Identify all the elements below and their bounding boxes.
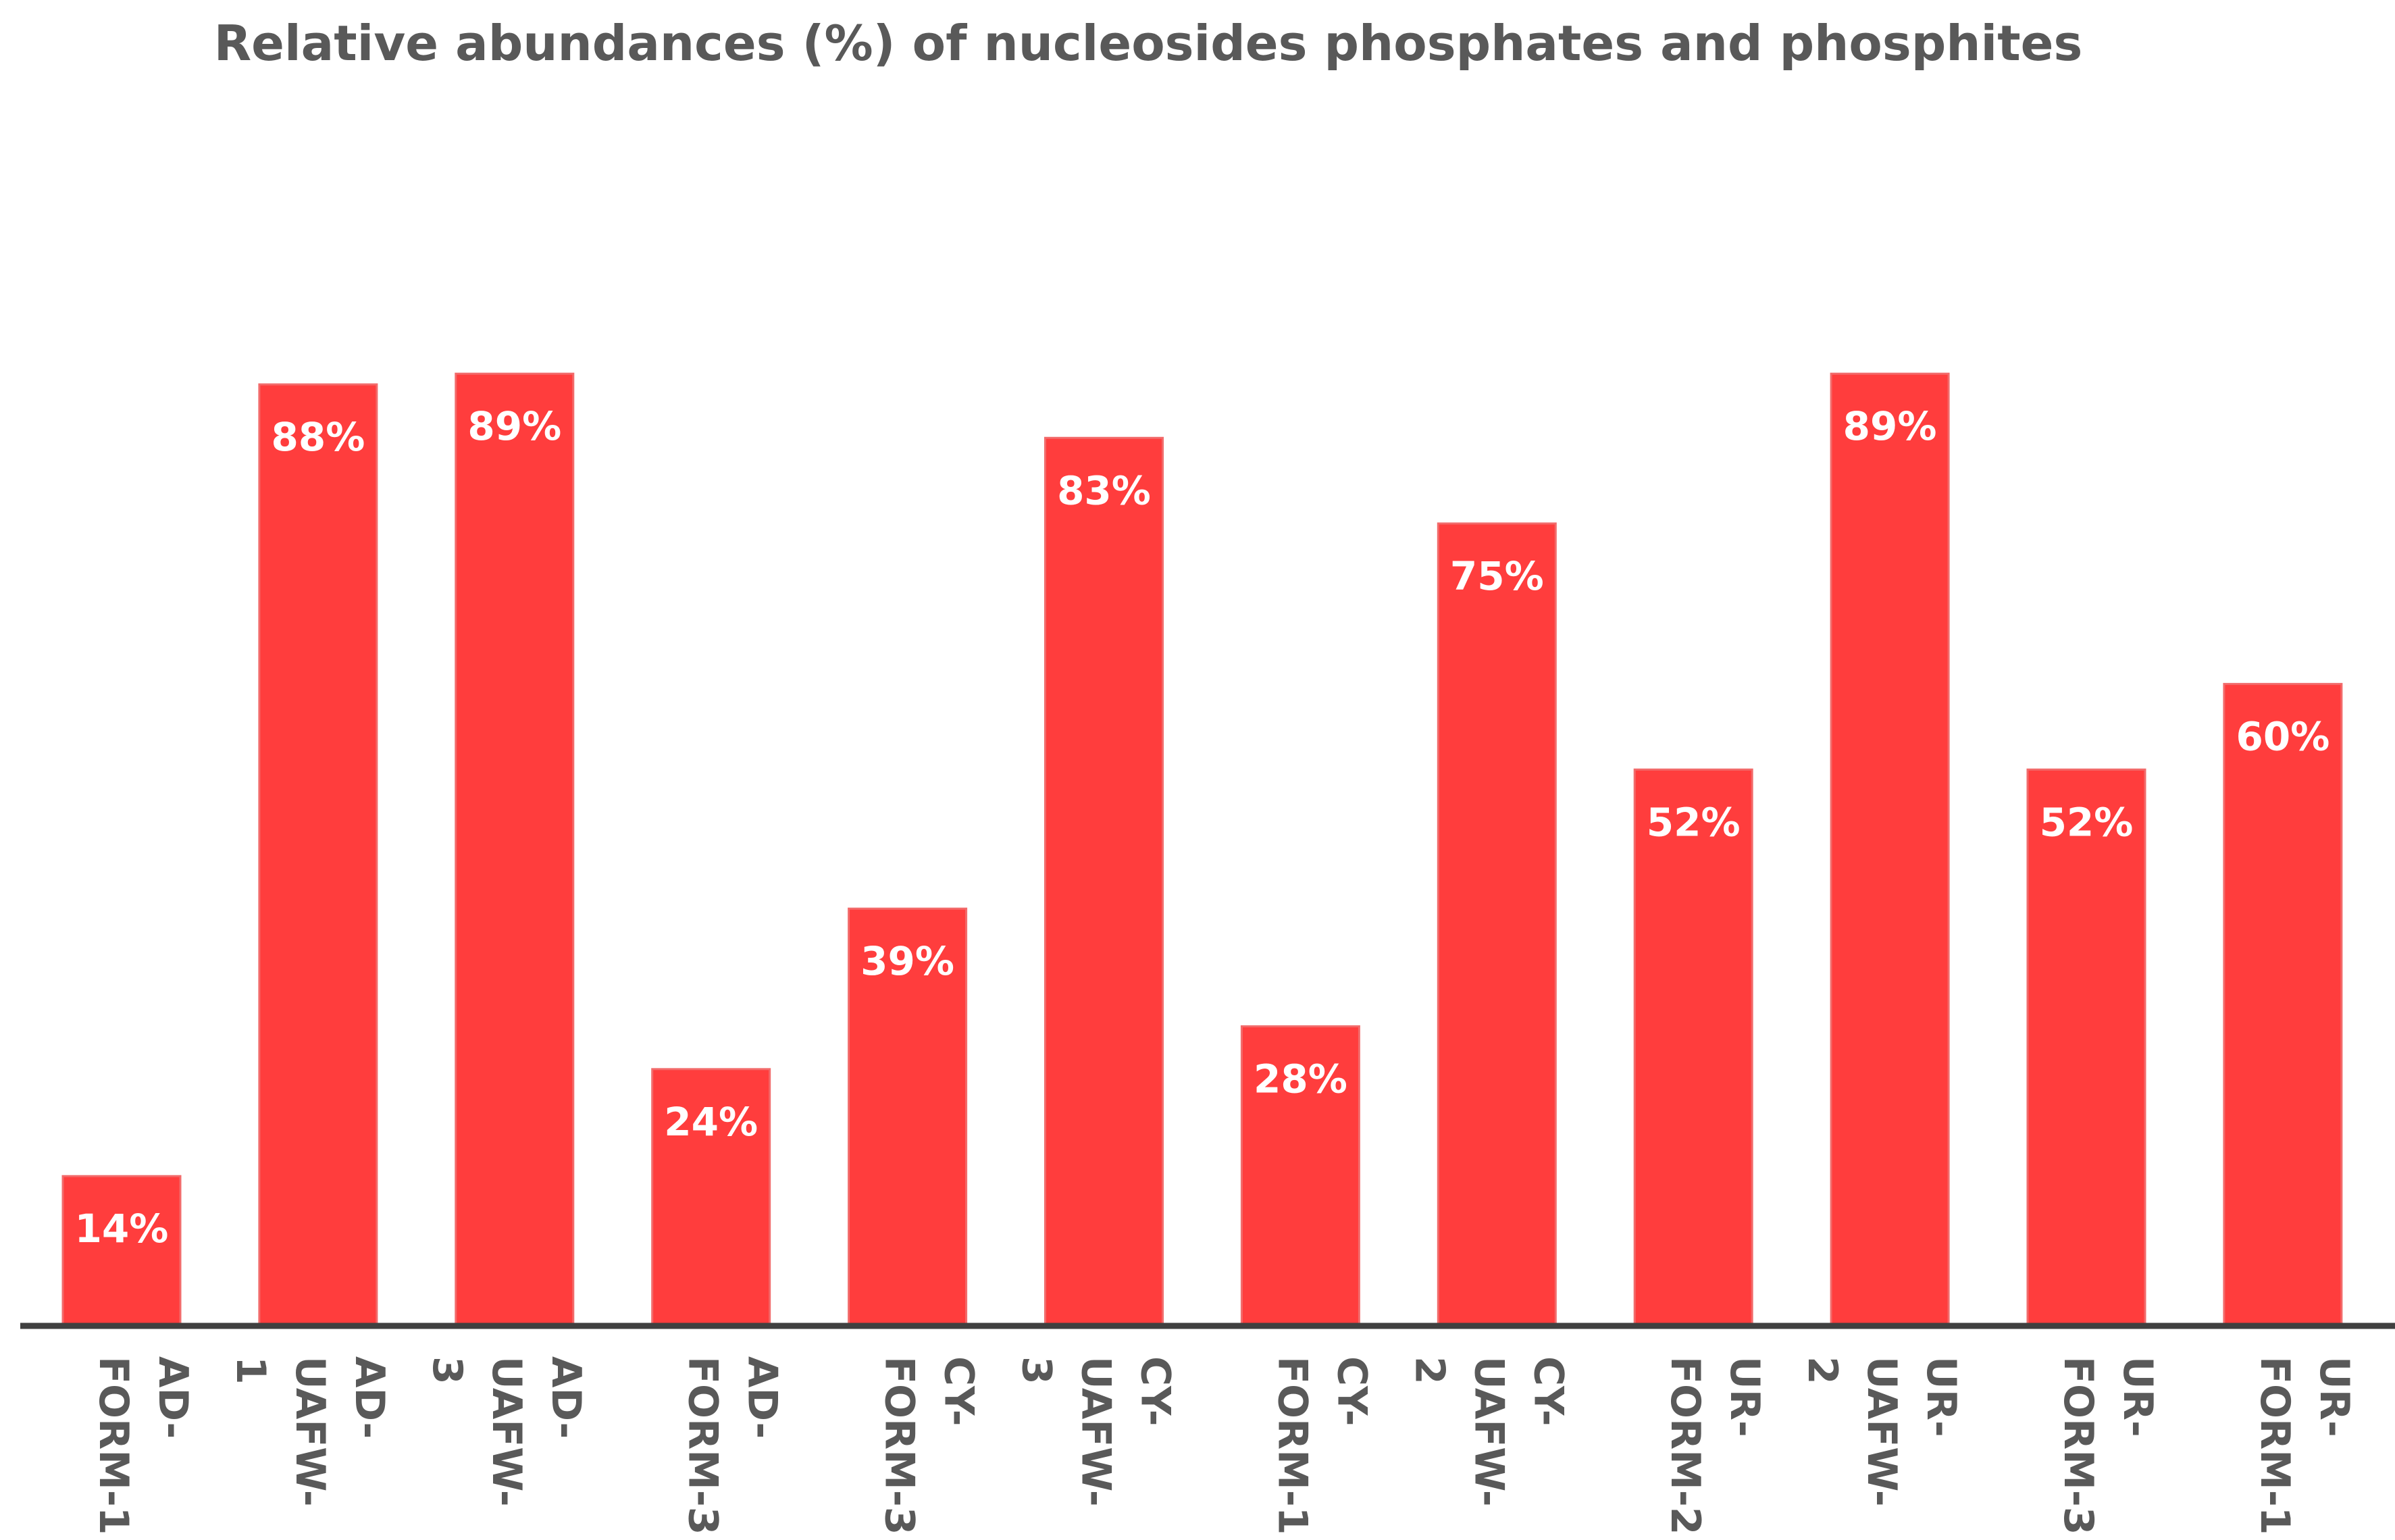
tick-label: CY- UAFW- 2	[1406, 1356, 1572, 1507]
bar-ad-form-3	[651, 1068, 771, 1327]
tick-label: AD- FORM-1	[90, 1356, 197, 1535]
tick-label: UR- FORM-3	[2055, 1356, 2161, 1535]
tick-label-line: UR-	[1721, 1356, 1768, 1437]
tick-label-line: AD-	[149, 1356, 197, 1439]
tick-label-line: CY-	[1524, 1356, 1572, 1427]
tick-label-line: UAFW-	[286, 1356, 334, 1507]
tick-label-line: UAFW-	[1858, 1356, 1905, 1507]
bar-ad-uafw-1	[258, 383, 378, 1327]
tick-label-line: UAFW-	[1465, 1356, 1512, 1507]
data-label: 60%	[2236, 714, 2329, 760]
tick-label: AD- UAFW- 3	[423, 1356, 590, 1507]
tick-label-line: AD-	[542, 1356, 590, 1439]
tick-label-line: 2	[1406, 1356, 1453, 1385]
tick-label: AD- UAFW- 1	[227, 1356, 393, 1507]
data-label: 52%	[2040, 799, 2134, 845]
tick-label-line: 1	[227, 1356, 274, 1385]
data-label: 14%	[75, 1206, 169, 1252]
tick-label: UR- FORM-2	[1662, 1356, 1768, 1535]
tick-label: CY- UAFW- 3	[1013, 1356, 1179, 1507]
bar-cy-uafw-2	[1437, 522, 1557, 1327]
bar-cy-uafw-3	[1044, 436, 1164, 1327]
tick-label-line: CY-	[1132, 1356, 1179, 1427]
tick-label-line: UAFW-	[1073, 1356, 1120, 1507]
bar-ur-form-3	[2026, 768, 2146, 1327]
tick-label-line: FORM-2	[1662, 1356, 1709, 1535]
tick-label-line: FORM-3	[876, 1356, 923, 1535]
tick-label-line: 3	[423, 1356, 471, 1385]
data-label: 89%	[1843, 403, 1937, 449]
data-label: 89%	[467, 403, 561, 449]
tick-label-line: AD-	[346, 1356, 393, 1439]
tick-label: UR- FORM-1	[2251, 1356, 2358, 1535]
data-label: 83%	[1057, 467, 1151, 513]
bar-ur-form-2	[1633, 768, 1753, 1327]
tick-label: CY- FORM-3	[876, 1356, 983, 1535]
tick-label-line: FORM-1	[90, 1356, 137, 1535]
tick-label-line: FORM-3	[679, 1356, 727, 1535]
data-label: 52%	[1647, 799, 1741, 845]
bar-ur-form-1	[2223, 683, 2343, 1327]
data-label: 88%	[271, 414, 365, 460]
tick-label-line: UR-	[2311, 1356, 2358, 1437]
data-label: 75%	[1450, 553, 1544, 599]
tick-label: AD- FORM-3	[679, 1356, 786, 1535]
tick-label-line: CY-	[1328, 1356, 1375, 1427]
tick-label-line: FORM-1	[1268, 1356, 1316, 1535]
bar-ad-uafw-3	[455, 372, 575, 1327]
data-label: 39%	[860, 938, 954, 984]
tick-label-line: AD-	[739, 1356, 786, 1439]
chart-title: Relative abundances (%) of nucleosides p…	[213, 15, 2083, 72]
bar-cy-form-3	[848, 907, 968, 1327]
tick-label: CY- FORM-1	[1268, 1356, 1375, 1535]
bar-ur-uafw-2	[1830, 372, 1950, 1327]
tick-label-line: UAFW-	[483, 1356, 530, 1507]
data-label: 28%	[1254, 1056, 1347, 1102]
tick-label-line: UR-	[2114, 1356, 2161, 1437]
tick-label-line: CY-	[935, 1356, 983, 1427]
bar-ad-form-1	[61, 1175, 182, 1327]
tick-label-line: FORM-3	[2055, 1356, 2102, 1535]
tick-label-line: FORM-1	[2251, 1356, 2298, 1535]
tick-label: UR- UAFW- 2	[1799, 1356, 1965, 1507]
tick-label-line: 2	[1799, 1356, 1846, 1385]
data-label: 24%	[664, 1099, 758, 1145]
tick-label-line: UR-	[1917, 1356, 1965, 1437]
tick-label-line: 3	[1013, 1356, 1060, 1385]
